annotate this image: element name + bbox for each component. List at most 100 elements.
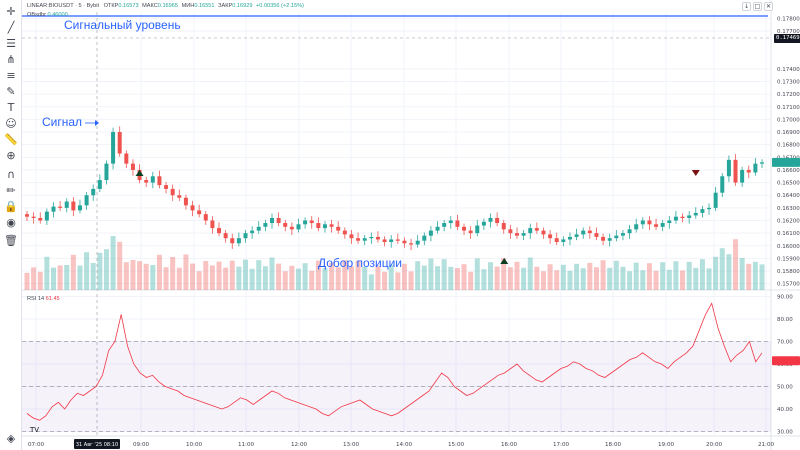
candle-body [336, 226, 341, 231]
volume-bar [454, 268, 460, 290]
pitchfork-icon[interactable]: ⋔ [6, 52, 16, 66]
time-tick-label: 21:00 [758, 442, 775, 448]
high-value: 0.16965 [157, 3, 179, 9]
trash-icon[interactable]: 🗑 [4, 233, 18, 247]
zoom-icon[interactable]: ⊕ [6, 148, 16, 162]
volume-bar [719, 248, 725, 290]
candle-body [84, 195, 89, 206]
indicator-legend[interactable]: OBsdbr 0.46000 [27, 12, 68, 19]
volume-bar [37, 271, 43, 290]
symbol-header[interactable]: LINEAR:BIOUSDT · 5 · Bybit ОТКР0.16573 М… [27, 3, 304, 10]
volume-bar [574, 263, 580, 290]
horizontal-lines-icon[interactable]: ☰ [6, 36, 16, 50]
time-tick-label: 07:00 [28, 442, 45, 448]
volume-bar [84, 252, 90, 290]
indicator-value: 0.46000 [47, 12, 68, 18]
fib-retracement-icon[interactable]: ≡ [6, 68, 16, 82]
lock-drawing-icon[interactable]: ✏ [6, 183, 16, 197]
rsi-tick-label: 90.00 [777, 295, 793, 301]
volume-bar [408, 271, 414, 290]
time-tick-label: 17:00 [553, 442, 570, 448]
volume-bar [746, 263, 752, 290]
candle-body [382, 239, 387, 242]
emoji-icon[interactable]: ☺ [5, 116, 17, 130]
price-tick-label: 0.16100 [777, 231, 800, 237]
candle-body [508, 229, 513, 234]
signal-pointer-head [95, 120, 99, 126]
arrow-down-icon[interactable]: ↓ [742, 2, 751, 11]
volume-bar [170, 257, 176, 290]
candle-body [25, 214, 29, 217]
price-tick-label: 0.16000 [777, 244, 800, 250]
candle-body [515, 233, 519, 236]
eye-icon[interactable]: ◉ [6, 215, 16, 229]
text-icon[interactable]: T [7, 100, 15, 114]
candle-body [713, 192, 718, 208]
candle-body [263, 223, 268, 227]
candle-body [627, 229, 632, 234]
volume-bar [236, 266, 242, 290]
candle-body [614, 235, 619, 239]
close-label: ЗАКР [218, 3, 233, 9]
add-position-label: Добор позиции [318, 256, 403, 270]
brush-icon[interactable]: ✎ [6, 84, 16, 98]
trend-line-icon[interactable]: ╱ [7, 20, 15, 34]
time-tick-label: 11:00 [238, 442, 255, 448]
layers-icon[interactable]: ◈ [6, 431, 16, 445]
buy-arrow-add [500, 258, 509, 264]
volume-bar [183, 254, 189, 290]
candle-body [283, 223, 288, 227]
volume-bar [223, 267, 229, 290]
close-icon[interactable]: ✕ [764, 2, 773, 11]
volume-bar [660, 262, 666, 290]
volume-bar [103, 249, 109, 290]
candle-body [567, 236, 572, 240]
price-tick-label: 0.17800 [777, 16, 800, 22]
level-price-tag: 0.17469 [774, 34, 800, 43]
volume-bar [395, 272, 401, 290]
lock-icon[interactable]: 🔒 [4, 199, 18, 213]
volume-bar [196, 271, 202, 290]
volume-bar [31, 267, 37, 290]
rsi-value: 61.45 [45, 296, 60, 302]
volume-bar [110, 236, 116, 290]
volume-bar [501, 258, 507, 290]
candle-body [236, 238, 241, 244]
volume-bar [620, 266, 626, 290]
volume-bar [673, 261, 679, 290]
signal-label: Сигнал [42, 115, 83, 129]
volume-bar [514, 261, 520, 290]
drawing-toolbar: ✛ ╱ ☰ ⋔ ≡ ✎ T ☺ 📏 ⊕ ∩ ✏ 🔒 ◉ 🗑 ◈ [0, 0, 22, 450]
candle-body [726, 159, 731, 177]
time-tick-label: 16:00 [501, 442, 518, 448]
volume-bar [607, 267, 613, 290]
volume-bar [282, 271, 288, 290]
volume-bar [123, 262, 129, 290]
rsi-legend[interactable]: RSI 14 61.45 [27, 296, 60, 303]
candle-body [660, 223, 665, 227]
candle-body [415, 240, 420, 245]
volume-bar [547, 264, 553, 290]
candle-body [402, 240, 407, 244]
candle-body [329, 224, 334, 227]
candle-body [349, 234, 354, 239]
candle-body [197, 210, 202, 215]
volume-bar [315, 260, 321, 290]
candle-body [448, 220, 453, 224]
maximize-icon[interactable]: □ [753, 2, 762, 11]
volume-bar [90, 263, 96, 290]
volume-bar [415, 261, 421, 290]
candle-body [442, 223, 447, 227]
ruler-icon[interactable]: 📏 [4, 132, 18, 146]
candle-body [634, 224, 639, 230]
volume-bar [276, 263, 282, 290]
volume-bar [567, 270, 573, 290]
crosshair-icon[interactable]: ✛ [6, 4, 16, 18]
candle-body [435, 226, 440, 231]
candle-body [667, 220, 672, 224]
candle-body [190, 205, 195, 211]
volume-bar [587, 262, 593, 290]
magnet-icon[interactable]: ∩ [6, 167, 16, 181]
